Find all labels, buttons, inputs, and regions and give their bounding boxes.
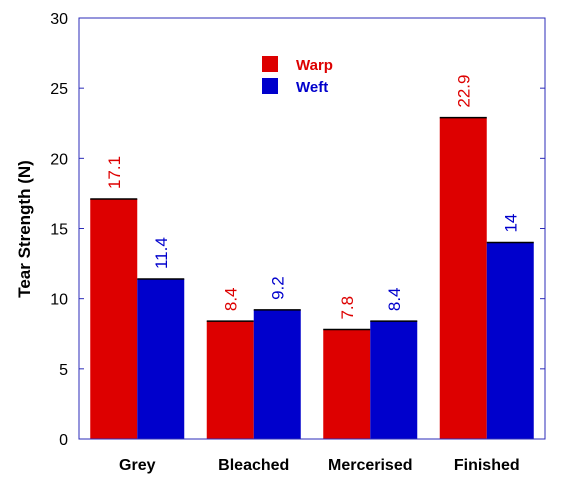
y-tick-label: 20 <box>50 151 68 168</box>
y-tick-label: 5 <box>59 362 68 379</box>
category-label: Finished <box>454 457 520 474</box>
bar-weft <box>137 279 184 439</box>
legend: Warp Weft <box>262 56 333 96</box>
category-labels: Grey Bleached Mercerised Finished <box>119 457 520 474</box>
data-label: 11.4 <box>152 237 171 269</box>
bar-weft <box>370 321 417 439</box>
y-axis-title: Tear Strength (N) <box>15 160 34 298</box>
legend-label-warp: Warp <box>296 57 333 74</box>
data-label: 17.1 <box>105 156 124 189</box>
y-tick-label: 0 <box>59 432 68 449</box>
bar-weft <box>254 310 301 439</box>
y-tick-label: 15 <box>50 222 68 239</box>
data-label: 9.2 <box>268 276 287 300</box>
data-label: 8.4 <box>221 287 240 311</box>
y-tick-label: 10 <box>50 292 68 309</box>
bar-warp <box>207 321 254 439</box>
legend-swatch-warp <box>262 56 278 72</box>
data-label: 7.8 <box>338 296 357 320</box>
data-label: 14 <box>501 214 520 233</box>
bar-warp <box>440 118 487 439</box>
bars-layer <box>90 118 534 439</box>
bar-warp <box>323 330 370 439</box>
data-label: 22.9 <box>454 75 473 108</box>
bar-weft <box>487 243 534 439</box>
bar-warp <box>90 199 137 439</box>
category-label: Bleached <box>218 457 289 474</box>
category-label: Mercerised <box>328 457 413 474</box>
category-label: Grey <box>119 457 156 474</box>
legend-swatch-weft <box>262 78 278 94</box>
y-tick-label: 30 <box>50 11 68 28</box>
y-tick-label: 25 <box>50 81 68 98</box>
data-label: 8.4 <box>385 287 404 311</box>
legend-label-weft: Weft <box>296 79 328 96</box>
